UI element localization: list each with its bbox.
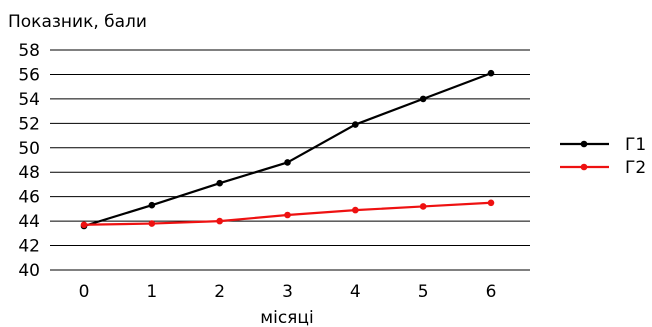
y-tick-label: 46 (18, 188, 40, 208)
data-point (419, 95, 427, 103)
x-tick-label: 4 (350, 282, 361, 302)
y-tick-label: 56 (18, 65, 40, 85)
data-point (148, 220, 156, 227)
data-point (80, 221, 88, 229)
y-tick-labels: 40 42 44 46 48 50 52 54 56 58 (18, 41, 40, 281)
y-axis-title: Показник, бали (8, 12, 147, 32)
y-tick-label: 44 (18, 212, 40, 232)
legend-swatch-marker (580, 140, 588, 148)
y-tick-label: 42 (18, 237, 40, 257)
y-tick-label: 52 (18, 114, 40, 134)
gridlines (50, 49, 530, 271)
data-point (148, 201, 156, 209)
data-point (284, 211, 291, 219)
series-lines (80, 69, 495, 230)
y-tick-label: 58 (18, 41, 40, 61)
x-tick-label: 5 (418, 282, 429, 302)
data-point (216, 217, 223, 225)
legend-label: Г1 (625, 135, 646, 155)
data-point (487, 69, 495, 77)
data-point (352, 121, 359, 128)
series-line (83, 72, 492, 228)
x-axis-title: місяці (260, 308, 313, 327)
x-tick-label: 3 (282, 282, 293, 302)
data-point (487, 199, 495, 207)
data-point (352, 206, 359, 214)
y-tick-label: 48 (18, 163, 40, 183)
y-tick-label: 54 (18, 90, 40, 110)
x-tick-label: 6 (486, 282, 497, 302)
x-tick-label: 2 (214, 282, 225, 302)
data-point (284, 159, 291, 166)
data-point (419, 203, 427, 210)
y-tick-label: 50 (18, 139, 40, 159)
x-tick-label: 1 (146, 282, 157, 302)
legend-swatch-marker (580, 163, 588, 171)
data-point (216, 179, 223, 187)
legend-label: Г2 (625, 158, 646, 178)
x-tick-label: 0 (79, 282, 90, 302)
x-tick-labels: 0 1 2 3 4 5 6 (79, 282, 497, 302)
y-tick-label: 40 (18, 261, 40, 281)
